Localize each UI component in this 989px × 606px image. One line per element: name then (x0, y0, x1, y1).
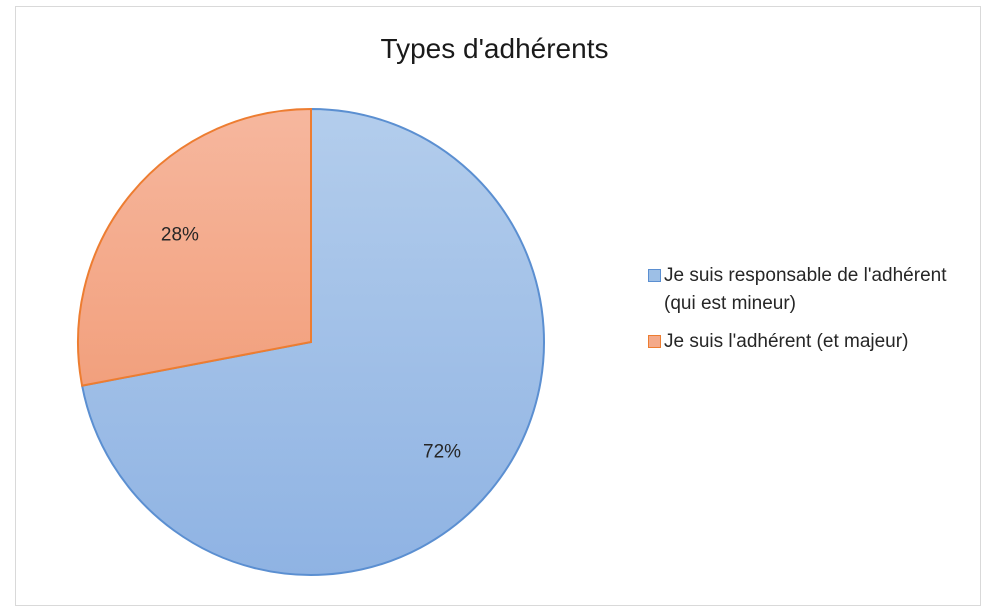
legend-label: Je suis responsable de l'adhérent (qui e… (664, 265, 947, 314)
chart-legend: Je suis responsable de l'adhérent (qui e… (648, 262, 978, 366)
legend-swatch-blue (648, 269, 661, 282)
data-label-0: 72% (423, 441, 461, 462)
legend-swatch-orange (648, 335, 661, 348)
legend-item-adherent: Je suis l'adhérent (et majeur) (648, 328, 978, 356)
pie-slice-0 (80, 107, 545, 576)
pie-chart: 72% 28% (77, 107, 545, 576)
pie-slice-1 (77, 107, 312, 387)
data-label-1: 28% (161, 225, 199, 246)
legend-label: Je suis l'adhérent (et majeur) (664, 331, 909, 352)
legend-item-responsable: Je suis responsable de l'adhérent (qui e… (648, 262, 978, 318)
chart-title: Types d'adhérents (380, 33, 609, 64)
